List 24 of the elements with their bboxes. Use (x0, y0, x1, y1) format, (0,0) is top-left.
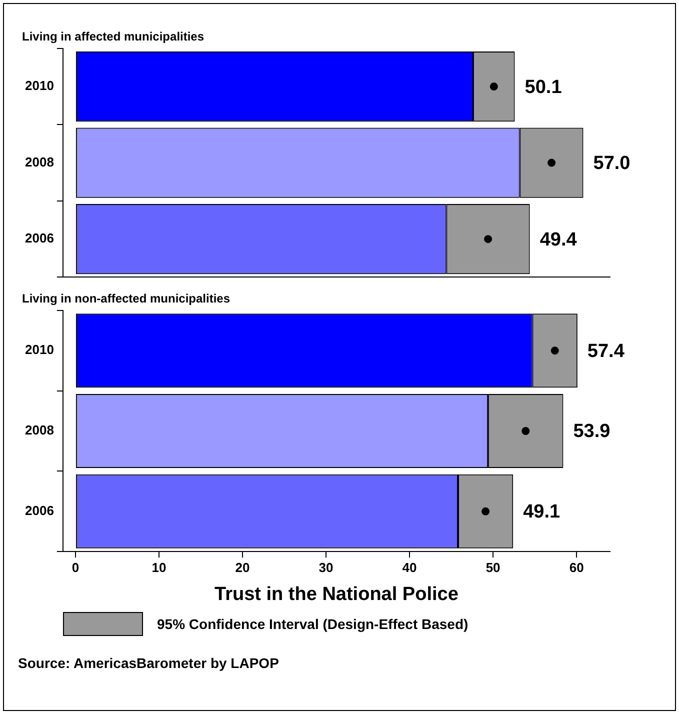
source-note: Source: AmericasBarometer by LAPOP (18, 655, 279, 671)
data-label: 57.4 (587, 340, 625, 362)
data-label: 57.0 (593, 153, 630, 174)
y-tick-label: 2008 (25, 154, 54, 170)
x-tick-label: 40 (402, 560, 417, 575)
data-label: 49.4 (540, 229, 578, 250)
text: 95% Confidence Interval (Design-Effect Based) (157, 616, 468, 632)
chart-title: Living in non-affected municipalities (22, 292, 230, 306)
x-tick-label: 50 (486, 560, 500, 575)
x-tick-label: 10 (152, 560, 166, 575)
data-label: 49.1 (523, 502, 561, 523)
y-tick-label: 2008 (25, 422, 54, 438)
data-label: 50.1 (524, 76, 562, 98)
data-label: 53.9 (573, 421, 610, 442)
x-tick-label: 30 (318, 560, 334, 575)
y-tick-label: 2006 (25, 502, 54, 518)
y-tick-label: 2010 (25, 342, 54, 358)
y-tick-label: 2010 (25, 78, 54, 94)
x-tick-label: 20 (235, 560, 250, 575)
y-tick-label: 2006 (25, 230, 54, 246)
chart-title: Living in affected municipalities (22, 30, 204, 44)
x-tick-label: 60 (569, 560, 584, 575)
x-tick-label: 0 (72, 560, 80, 575)
x-axis-title: Trust in the National Police (214, 584, 458, 605)
